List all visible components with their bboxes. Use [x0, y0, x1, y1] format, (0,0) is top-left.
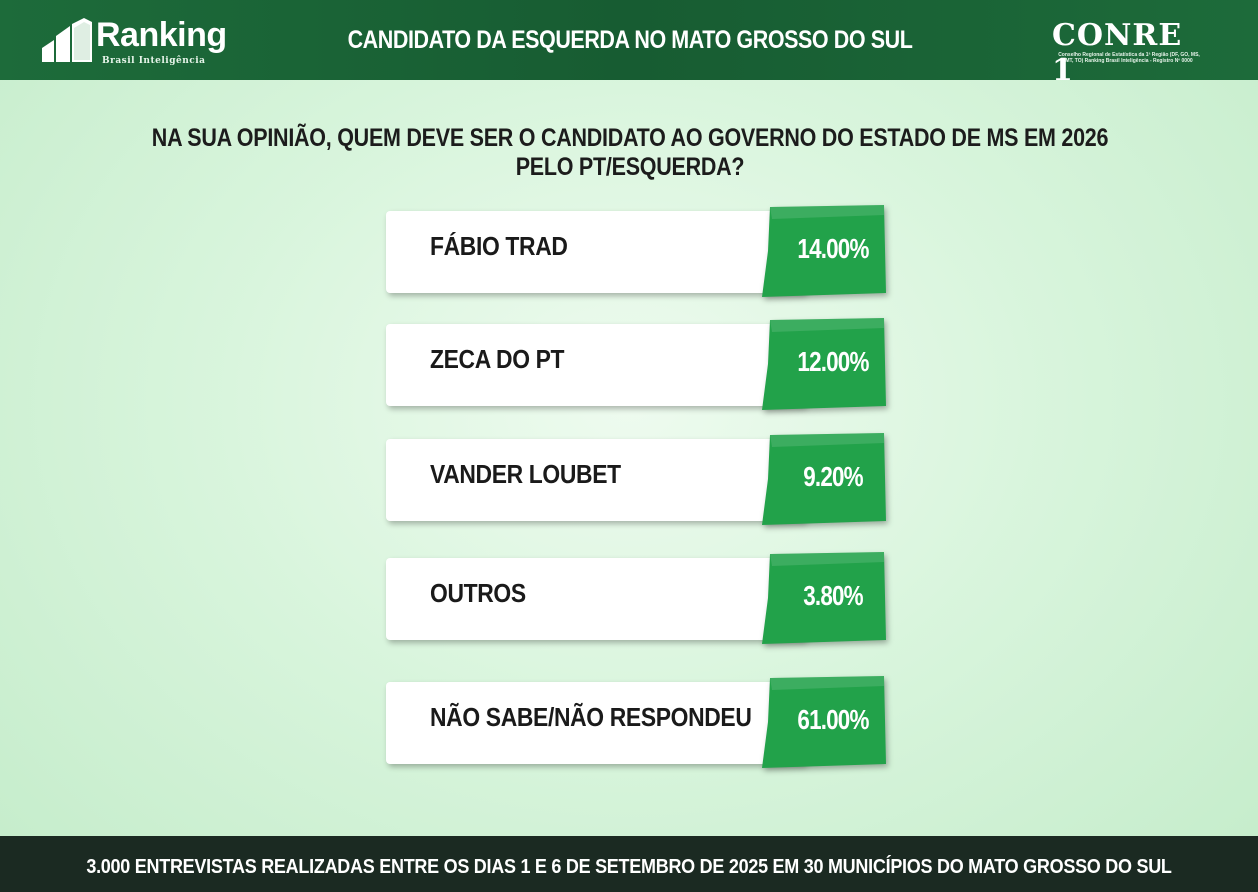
percent-value: 12.00%	[797, 346, 869, 377]
result-row: FÁBIO TRAD 14.00%	[384, 205, 894, 297]
header-bar: Ranking Brasil Inteligência CANDIDATO DA…	[0, 0, 1258, 88]
result-row: OUTROS 3.80%	[384, 552, 894, 644]
candidate-label: FÁBIO TRAD	[430, 231, 568, 261]
percent-value: 9.20%	[803, 461, 863, 492]
result-row: ZECA DO PT 12.00%	[384, 318, 894, 410]
conre-name: CONRE 1	[1052, 18, 1183, 88]
ranking-logo: Ranking Brasil Inteligência	[40, 14, 230, 70]
percent-value: 14.00%	[797, 233, 869, 264]
percent-bar	[762, 318, 886, 410]
candidate-label: ZECA DO PT	[430, 344, 565, 374]
page-title: CANDIDATO DA ESQUERDA NO MATO GROSSO DO …	[347, 26, 913, 54]
result-card	[386, 439, 806, 521]
footer-bar: 3.000 ENTREVISTAS REALIZADAS ENTRE OS DI…	[0, 836, 1258, 892]
conre-subtitle: Conselho Regional de Estatística da 1ª R…	[1058, 52, 1200, 64]
candidate-label: VANDER LOUBET	[430, 459, 621, 489]
percent-bar	[762, 552, 886, 644]
result-card	[386, 324, 806, 406]
candidate-label: OUTROS	[430, 578, 526, 608]
result-card	[386, 558, 806, 640]
result-row: NÃO SABE/NÃO RESPONDEU 61.00%	[384, 676, 894, 768]
brand-subtitle: Brasil Inteligência	[102, 56, 206, 66]
percent-value: 61.00%	[797, 704, 869, 735]
footer-note: 3.000 ENTREVISTAS REALIZADAS ENTRE OS DI…	[86, 856, 1172, 878]
result-row: VANDER LOUBET 9.20%	[384, 433, 894, 525]
survey-question: NA SUA OPINIÃO, QUEM DEVE SER O CANDIDAT…	[151, 124, 1109, 181]
percent-bar	[762, 433, 886, 525]
brand-name: Ranking	[96, 16, 227, 54]
percent-bar	[762, 676, 886, 768]
result-card	[386, 682, 806, 764]
ranking-logo-icon	[42, 18, 92, 62]
percent-bar	[762, 205, 886, 297]
candidate-label: NÃO SABE/NÃO RESPONDEU	[430, 702, 752, 732]
result-card	[386, 211, 806, 293]
conre-logo: CONRE 1 Conselho Regional de Estatística…	[1040, 18, 1210, 88]
percent-value: 3.80%	[803, 580, 863, 611]
